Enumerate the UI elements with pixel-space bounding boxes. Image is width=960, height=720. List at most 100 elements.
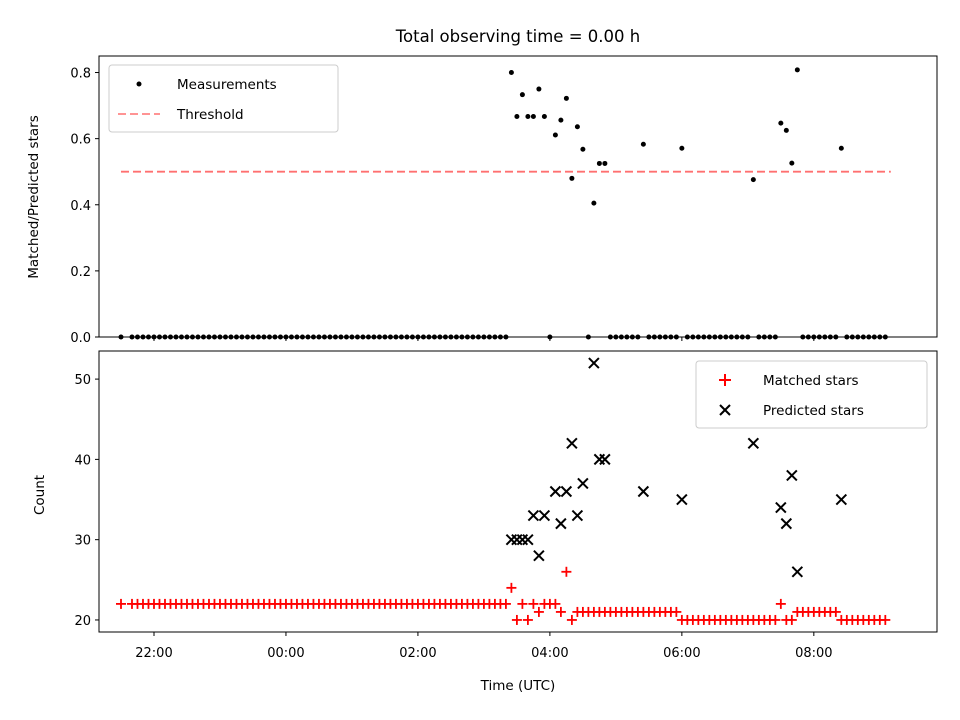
measurement-point xyxy=(206,334,212,340)
bottom-plot-frame xyxy=(98,350,938,633)
measurement-point xyxy=(800,334,806,340)
measurement-point xyxy=(772,334,778,340)
matched-stars-point xyxy=(880,614,891,625)
measurement-point xyxy=(789,160,795,166)
top-y-axis: 0.0 0.2 0.4 0.6 0.8 xyxy=(70,67,99,346)
measurement-point xyxy=(811,334,817,340)
legend-matched-label: Matched stars xyxy=(763,373,859,389)
matched-stars-point xyxy=(517,598,528,609)
measurement-point xyxy=(635,334,641,340)
measurement-point xyxy=(640,141,646,147)
top-y-axis-label: Matched/Predicted stars xyxy=(26,115,42,278)
predicted-stars-point xyxy=(780,517,793,530)
measurement-point xyxy=(211,334,217,340)
matched-stars-point xyxy=(566,614,577,625)
measurement-point xyxy=(398,334,404,340)
measurement-point xyxy=(178,334,184,340)
bottom-y-axis: 20 30 40 50 xyxy=(74,373,99,629)
legend-matched-plus-icon xyxy=(719,374,731,386)
legend-measurements-label: Measurements xyxy=(177,77,277,93)
measurement-point xyxy=(739,334,745,340)
measurement-point xyxy=(778,120,784,126)
measurement-point xyxy=(607,334,613,340)
measurement-point xyxy=(316,334,322,340)
measurement-point xyxy=(651,334,657,340)
measurement-point xyxy=(833,334,839,340)
measurement-point xyxy=(871,334,877,340)
top-plot-marks xyxy=(118,67,891,340)
measurement-point xyxy=(585,334,591,340)
x-tick-label: 06:00 xyxy=(663,646,700,661)
measurement-point xyxy=(145,334,151,340)
x-tick-label: 22:00 xyxy=(135,646,172,661)
legend-predicted-label: Predicted stars xyxy=(763,403,864,419)
matched-stars-point xyxy=(775,598,786,609)
measurement-point xyxy=(409,334,415,340)
measurement-point xyxy=(233,334,239,340)
measurement-point xyxy=(690,334,696,340)
matched-stars-point xyxy=(550,598,561,609)
measurement-point xyxy=(536,86,542,92)
predicted-stars-point xyxy=(538,509,551,522)
measurement-point xyxy=(541,113,547,119)
measurement-point xyxy=(734,334,740,340)
measurement-point xyxy=(723,334,729,340)
measurement-point xyxy=(272,334,278,340)
measurement-point xyxy=(624,334,630,340)
predicted-stars-point xyxy=(571,509,584,522)
measurement-point xyxy=(200,334,206,340)
measurement-point xyxy=(393,334,399,340)
measurement-point xyxy=(552,132,558,138)
top-legend: Measurements Threshold xyxy=(108,64,339,133)
measurement-point xyxy=(294,334,300,340)
predicted-stars-point xyxy=(637,485,650,498)
measurement-point xyxy=(327,334,333,340)
measurement-point xyxy=(816,334,822,340)
predicted-stars-point xyxy=(835,493,848,506)
top-legend-box xyxy=(108,64,339,133)
y-tick-label: 0.0 xyxy=(70,331,91,346)
measurement-point xyxy=(431,334,437,340)
measurement-point xyxy=(761,334,767,340)
bottom-y-axis-label: Count xyxy=(32,475,48,515)
measurement-point xyxy=(371,334,377,340)
measurement-point xyxy=(349,334,355,340)
measurement-point xyxy=(387,334,393,340)
measurement-point xyxy=(222,334,228,340)
measurement-point xyxy=(503,334,509,340)
measurement-point xyxy=(162,334,168,340)
x-tick-label: 04:00 xyxy=(531,646,568,661)
measurement-point xyxy=(239,334,245,340)
measurement-point xyxy=(134,334,140,340)
x-tick-label: 08:00 xyxy=(795,646,832,661)
matched-stars-point xyxy=(561,566,572,577)
measurement-point xyxy=(673,334,679,340)
matched-stars-point xyxy=(533,606,544,617)
legend-measurements-dot-icon xyxy=(136,81,142,87)
measurement-point xyxy=(338,334,344,340)
measurement-point xyxy=(596,160,602,166)
predicted-stars-point xyxy=(747,437,760,450)
measurement-point xyxy=(283,334,289,340)
measurement-point xyxy=(569,175,575,181)
measurement-point xyxy=(750,177,756,183)
matched-stars-point xyxy=(528,598,539,609)
measurement-point xyxy=(459,334,465,340)
measurement-point xyxy=(497,334,503,340)
measurement-point xyxy=(695,334,701,340)
measurement-point xyxy=(255,334,261,340)
measurement-point xyxy=(866,334,872,340)
measurement-point xyxy=(657,334,663,340)
measurement-point xyxy=(437,334,443,340)
measurement-point xyxy=(426,334,432,340)
measurement-point xyxy=(563,95,569,101)
measurement-point xyxy=(156,334,162,340)
predicted-stars-point xyxy=(560,485,573,498)
measurement-point xyxy=(266,334,272,340)
bottom-x-axis: 22:00 00:00 02:00 04:00 06:00 08:00 xyxy=(135,632,833,661)
matched-stars-point xyxy=(671,606,682,617)
measurement-point xyxy=(849,334,855,340)
measurement-point xyxy=(189,334,195,340)
measurement-point xyxy=(877,334,883,340)
